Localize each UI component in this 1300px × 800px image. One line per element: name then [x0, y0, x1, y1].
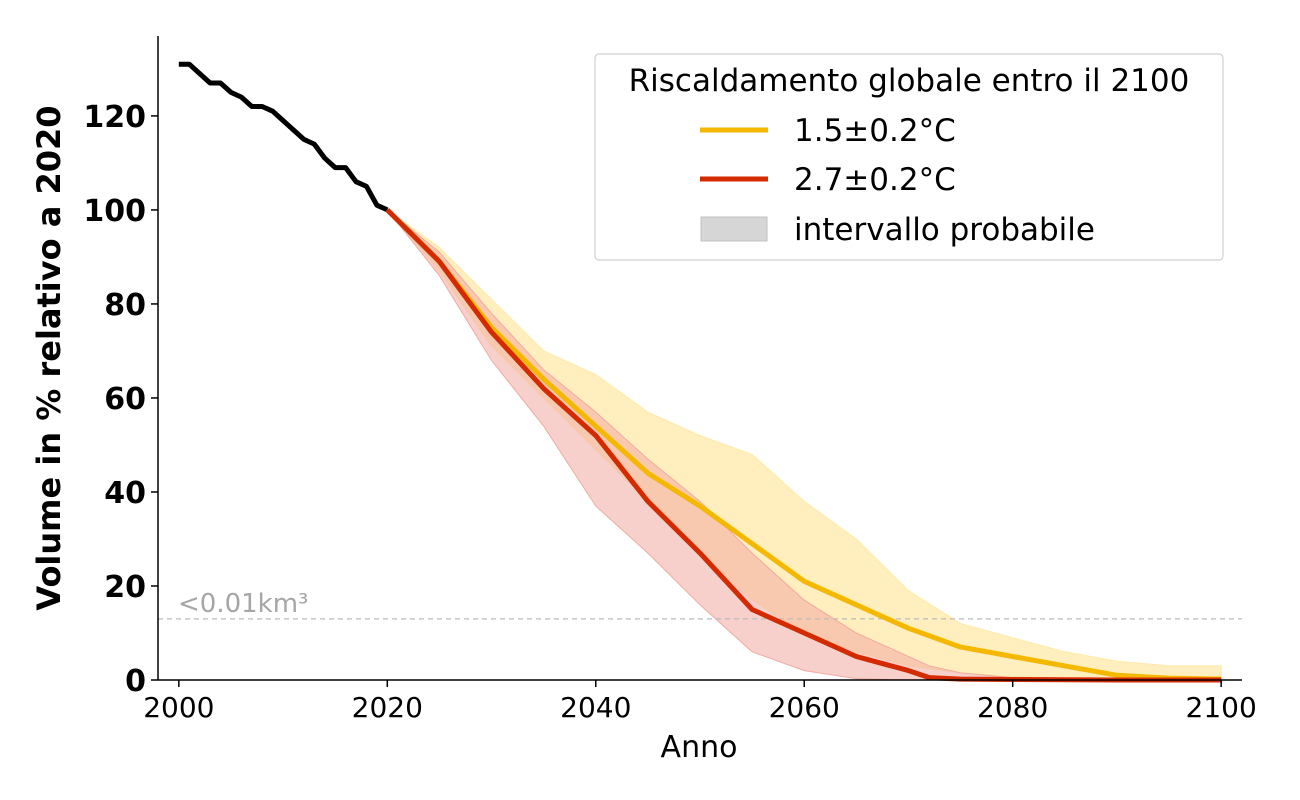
- x-tick-label: 2060: [769, 691, 840, 724]
- y-tick-label: 100: [83, 194, 146, 229]
- y-tick-label: 80: [104, 288, 146, 323]
- x-tick-label: 2020: [352, 691, 423, 724]
- band-2.7±0.2°C: [386, 209, 1222, 681]
- x-tick-label: 2040: [560, 691, 631, 724]
- y-tick-label: 60: [104, 382, 146, 417]
- y-tick-label: 40: [104, 476, 146, 511]
- y-axis-ticks: 0 20 40 60 80 100 120: [83, 100, 158, 699]
- x-tick-label: 2000: [143, 691, 214, 724]
- x-axis-title: Anno: [661, 730, 738, 765]
- series-line-1.5±0.2°C: [385, 208, 1222, 682]
- legend: Riscaldamento globale entro il 2100 1.5±…: [594, 53, 1224, 261]
- x-tick-label: 2100: [1186, 691, 1257, 724]
- series-line-historical: [178, 61, 389, 213]
- y-tick-label: 20: [104, 570, 146, 605]
- x-axis-ticks: 2000 2020 2040 2060 2080 2100: [143, 680, 1257, 724]
- legend-label-likely-range: intervallo probabile: [794, 212, 1095, 248]
- y-tick-label: 120: [83, 100, 146, 135]
- reference-line-label: <0.01km³: [178, 589, 308, 619]
- legend-label-2-7: 2.7±0.2°C: [794, 162, 956, 198]
- legend-label-1-5: 1.5±0.2°C: [794, 113, 956, 149]
- legend-title: Riscaldamento globale entro il 2100: [629, 63, 1190, 99]
- y-axis-title: Volume in % relativo a 2020: [30, 105, 68, 610]
- likely-range-bands: [386, 209, 1222, 681]
- x-tick-label: 2080: [977, 691, 1048, 724]
- y-tick-label: 0: [125, 664, 146, 699]
- legend-swatch-likely-range: [700, 216, 768, 242]
- legend-frame: [594, 53, 1224, 261]
